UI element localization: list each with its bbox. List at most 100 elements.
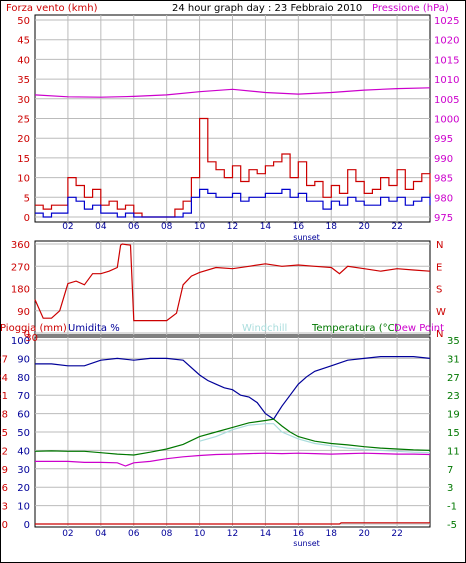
humidity-tick-label: 70 bbox=[17, 391, 30, 402]
temperature-tick-label: 31 bbox=[447, 354, 460, 365]
rain-tick-label: 15 bbox=[0, 428, 8, 439]
time-tick-label: 06 bbox=[128, 222, 140, 232]
direction-tick-label: 270 bbox=[11, 262, 30, 273]
sunset-marker: sunset bbox=[293, 539, 320, 548]
dewpoint-legend: Dew Point bbox=[394, 323, 444, 334]
time-tick-label: 10 bbox=[194, 529, 206, 539]
pressure-tick-label: 1010 bbox=[434, 75, 459, 86]
humidity-axis-title: Umidita % bbox=[68, 323, 120, 334]
direction-line bbox=[34, 243, 431, 322]
rain-tick-label: 27 bbox=[0, 354, 8, 365]
wind-tick-label: 45 bbox=[17, 36, 30, 47]
time-tick-label: 02 bbox=[62, 222, 73, 232]
compass-tick-label: W bbox=[436, 307, 446, 318]
windchill-line bbox=[199, 423, 431, 454]
humidity-tick-label: 0 bbox=[24, 520, 30, 531]
wind-axis-title: Forza vento (kmh) bbox=[6, 3, 98, 14]
wind-tick-label: 0 bbox=[24, 213, 30, 224]
time-tick-label: 18 bbox=[326, 529, 338, 539]
wind-tick-label: 20 bbox=[17, 134, 30, 145]
direction-tick-label: 180 bbox=[11, 285, 30, 296]
humidity-tick-label: 30 bbox=[17, 465, 30, 476]
time-tick-label: 12 bbox=[227, 529, 238, 539]
temperature-line bbox=[34, 418, 431, 456]
wind-tick-label: 15 bbox=[17, 154, 30, 165]
rain-tick-label: 3 bbox=[2, 502, 8, 513]
pressure-line bbox=[34, 87, 431, 98]
compass-tick-label: E bbox=[436, 262, 442, 273]
time-tick-label: 14 bbox=[260, 222, 272, 232]
rain-tick-label: 6 bbox=[2, 483, 8, 494]
rain-line bbox=[35, 522, 430, 525]
time-tick-label: 14 bbox=[260, 529, 272, 539]
rain-tick-label: 9 bbox=[2, 465, 8, 476]
time-tick-label: 22 bbox=[391, 529, 402, 539]
time-tick-label: 20 bbox=[358, 222, 370, 232]
pressure-tick-label: 980 bbox=[434, 193, 453, 204]
temperature-tick-label: -1 bbox=[447, 502, 457, 513]
rain-tick-label: 30 bbox=[25, 333, 38, 344]
time-tick-label: 02 bbox=[62, 529, 73, 539]
pressure-tick-label: 1000 bbox=[434, 115, 459, 126]
direction-tick-label: 90 bbox=[17, 307, 30, 318]
temperature-tick-label: 3 bbox=[447, 483, 453, 494]
rain-tick-label: 24 bbox=[0, 373, 8, 384]
temperature-tick-label: 7 bbox=[447, 465, 453, 476]
humidity-tick-label: 40 bbox=[17, 446, 30, 457]
wind-avg-line bbox=[35, 188, 431, 218]
wind-tick-label: 40 bbox=[17, 55, 30, 66]
time-tick-label: 12 bbox=[227, 222, 238, 232]
humidity-tick-label: 50 bbox=[17, 428, 30, 439]
time-tick-label: 08 bbox=[161, 222, 173, 232]
chart-title: 24 hour graph day : 23 Febbraio 2010 bbox=[172, 3, 362, 14]
pressure-tick-label: 985 bbox=[434, 174, 453, 185]
pressure-tick-label: 1025 bbox=[434, 16, 459, 27]
wind-tick-label: 10 bbox=[17, 174, 30, 185]
pressure-tick-label: 1015 bbox=[434, 55, 459, 66]
time-tick-label: 06 bbox=[128, 529, 140, 539]
time-tick-label: 22 bbox=[391, 222, 402, 232]
temperature-tick-label: 19 bbox=[447, 410, 460, 421]
wind-tick-label: 30 bbox=[17, 95, 30, 106]
compass-tick-label: N bbox=[436, 240, 443, 251]
sunset-marker: sunset bbox=[293, 233, 320, 242]
time-tick-label: 10 bbox=[194, 222, 206, 232]
time-tick-label: 04 bbox=[95, 529, 107, 539]
pressure-tick-label: 1005 bbox=[434, 95, 459, 106]
temperature-tick-label: 27 bbox=[447, 373, 460, 384]
pressure-tick-label: 990 bbox=[434, 154, 453, 165]
dewpoint-line bbox=[35, 452, 431, 467]
time-tick-label: 20 bbox=[358, 529, 370, 539]
time-tick-label: 18 bbox=[326, 222, 338, 232]
humidity-tick-label: 90 bbox=[17, 354, 30, 365]
direction-tick-label: 360 bbox=[11, 240, 30, 251]
rain-tick-label: 12 bbox=[0, 446, 8, 457]
windchill-legend: Windchill bbox=[242, 323, 287, 334]
time-tick-label: 16 bbox=[293, 529, 305, 539]
humidity-tick-label: 60 bbox=[17, 410, 30, 421]
temperature-tick-label: 23 bbox=[447, 391, 460, 402]
humidity-line bbox=[35, 356, 431, 420]
wind-tick-label: 5 bbox=[24, 193, 30, 204]
time-tick-label: 16 bbox=[293, 222, 305, 232]
pressure-axis-title: Pressione (hPa) bbox=[372, 3, 449, 14]
compass-tick-label: S bbox=[436, 285, 442, 296]
pressure-tick-label: 975 bbox=[434, 213, 453, 224]
rain-tick-label: 18 bbox=[0, 410, 8, 421]
wind-tick-label: 50 bbox=[17, 16, 30, 27]
wind-gust-line bbox=[35, 117, 431, 218]
temperature-tick-label: -5 bbox=[447, 520, 457, 531]
temperature-legend: Temperatura (°C) bbox=[311, 323, 399, 334]
time-tick-label: 08 bbox=[161, 529, 173, 539]
direction-tick-label: 0 bbox=[24, 329, 30, 340]
wind-tick-label: 35 bbox=[17, 75, 30, 86]
humidity-tick-label: 10 bbox=[17, 502, 30, 513]
temperature-tick-label: 35 bbox=[447, 336, 460, 347]
rain-tick-label: 21 bbox=[0, 391, 8, 402]
temperature-tick-label: 15 bbox=[447, 428, 460, 439]
pressure-tick-label: 995 bbox=[434, 134, 453, 145]
compass-tick-label: N bbox=[436, 329, 443, 340]
humidity-tick-label: 100 bbox=[11, 336, 30, 347]
wind-tick-label: 25 bbox=[17, 115, 30, 126]
